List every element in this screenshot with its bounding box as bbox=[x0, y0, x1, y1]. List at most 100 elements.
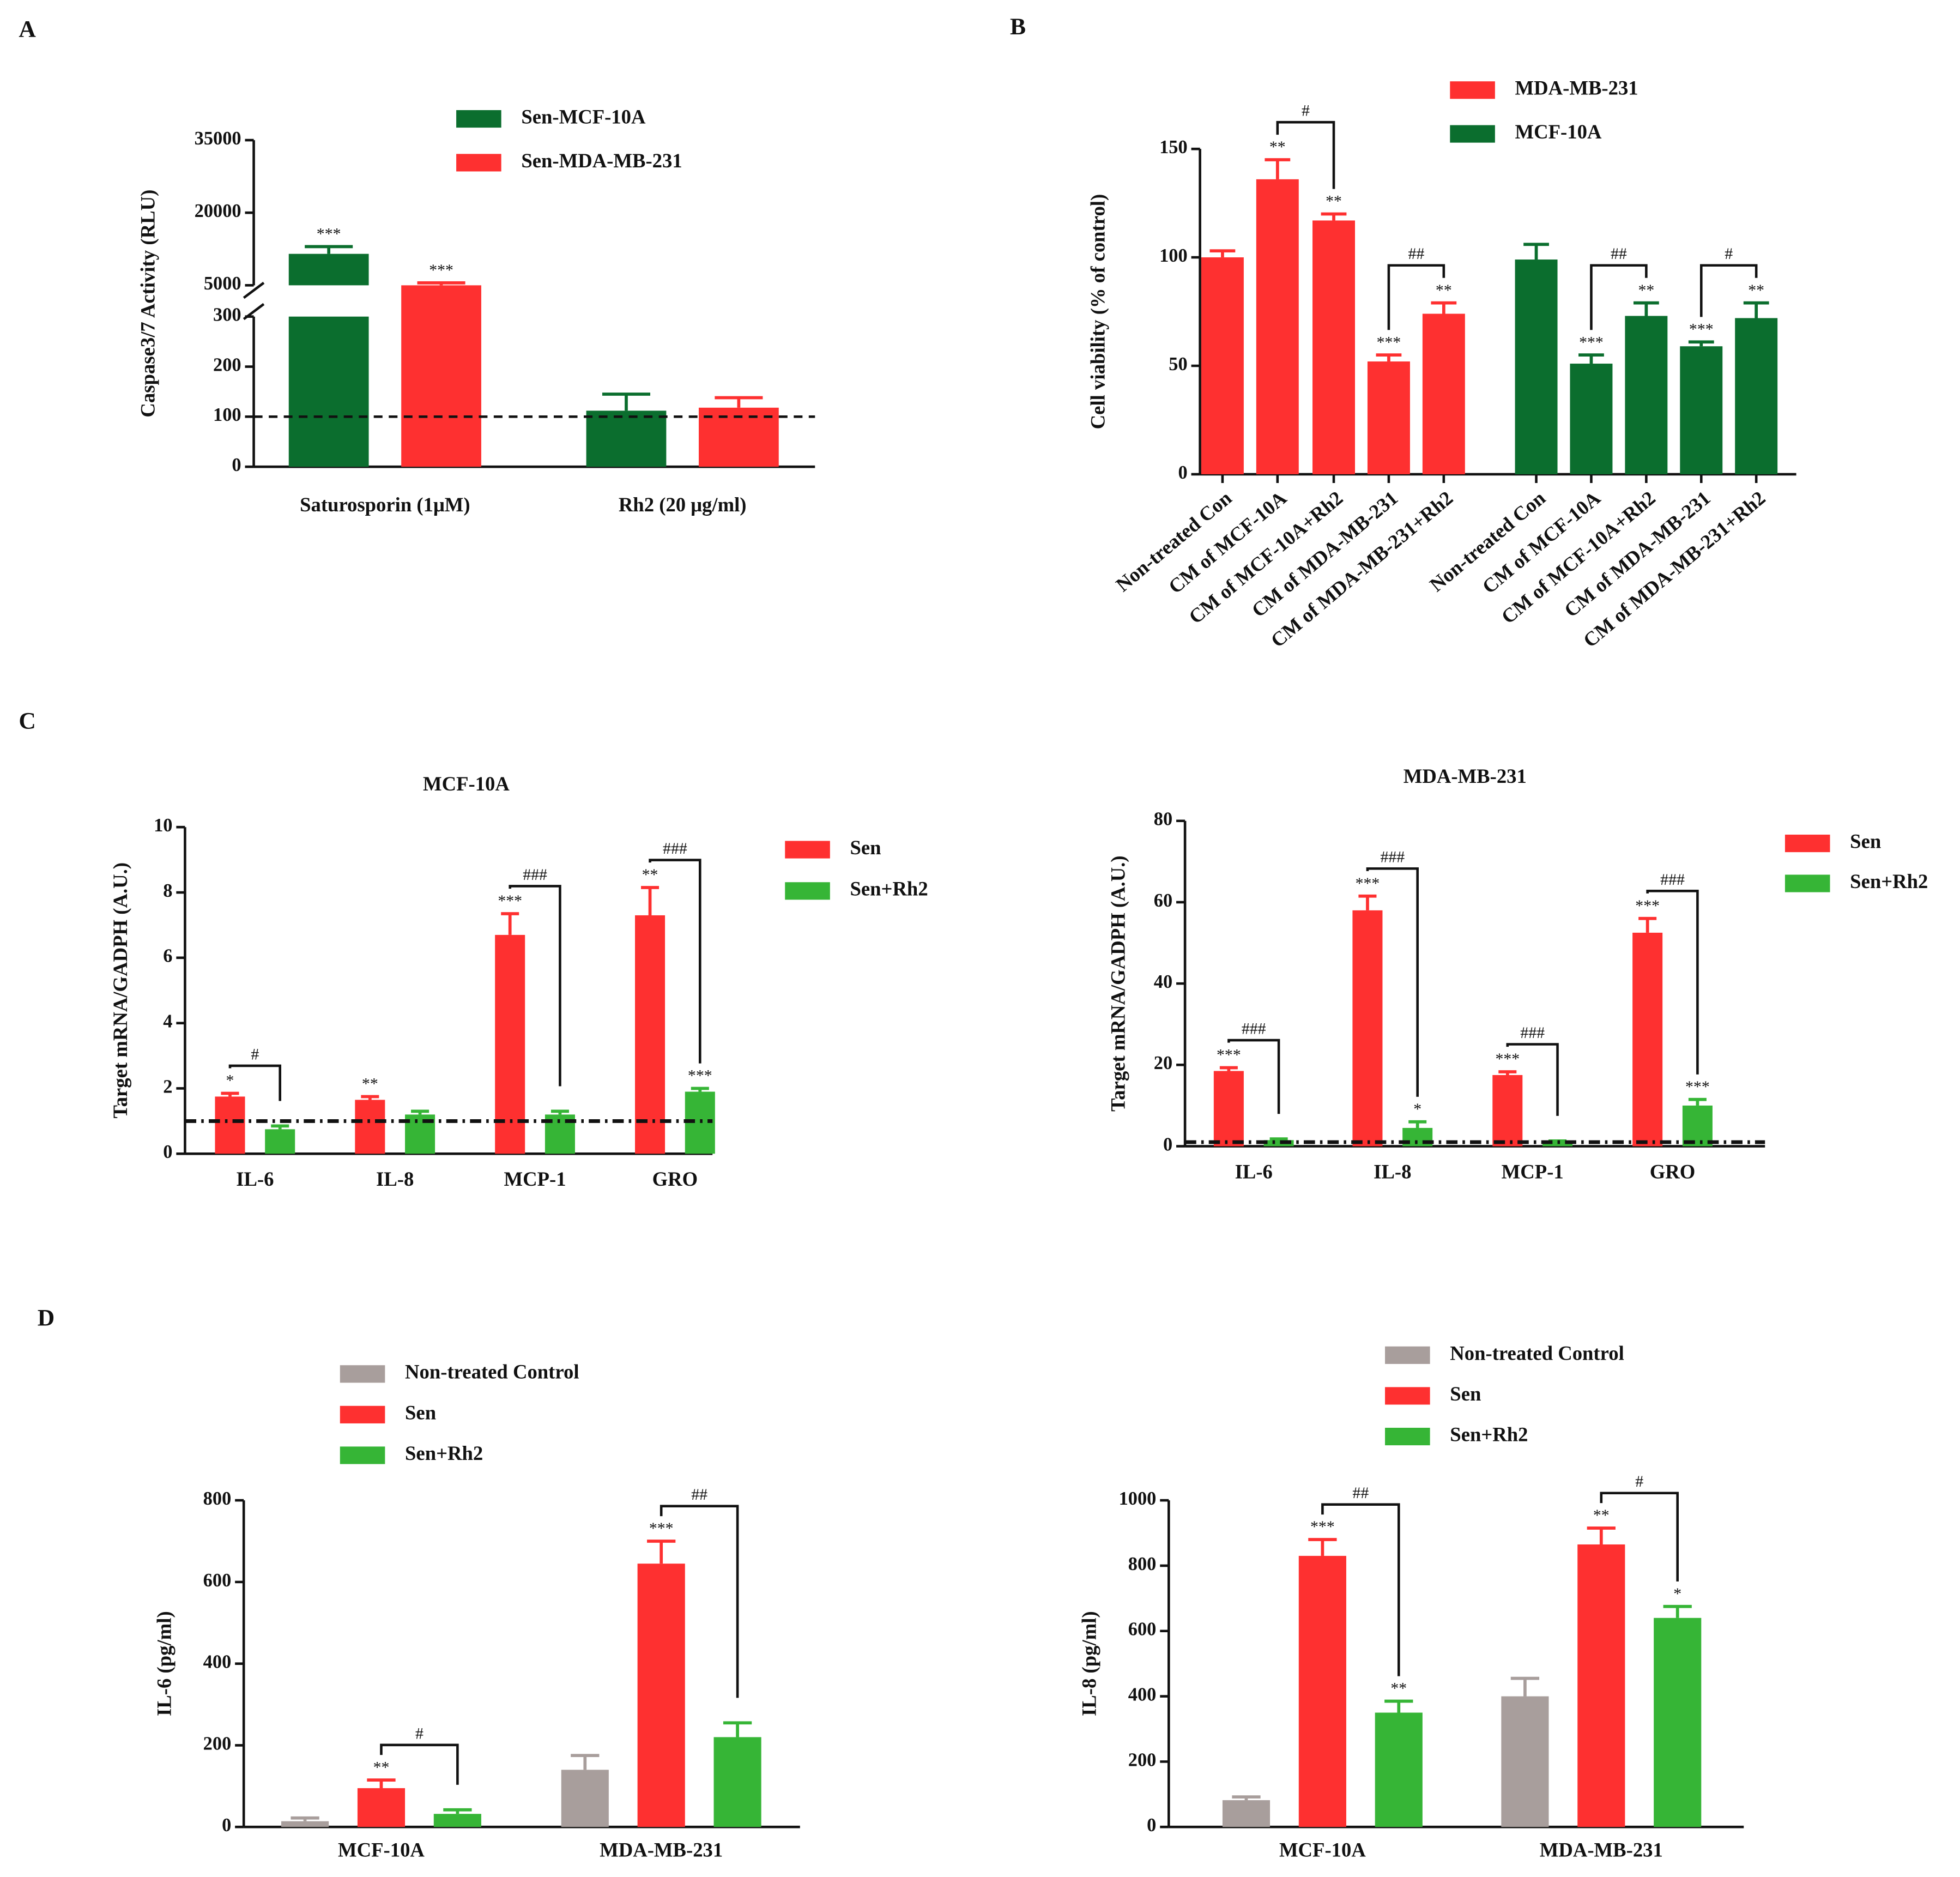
y-tick-label: 150 bbox=[1159, 137, 1188, 158]
bar bbox=[1213, 1071, 1244, 1146]
legend-label: MDA-MB-231 bbox=[1515, 77, 1638, 99]
bar bbox=[1263, 1140, 1294, 1146]
y-tick-label: 0 bbox=[232, 455, 241, 475]
y-tick-label: 1000 bbox=[1119, 1488, 1157, 1509]
bracket-label: ### bbox=[1380, 848, 1405, 866]
bar bbox=[1256, 179, 1299, 474]
bracket-label: ## bbox=[1352, 1484, 1369, 1502]
significance-bracket bbox=[1699, 264, 1758, 317]
panel-label: C bbox=[19, 708, 35, 734]
significance-label: *** bbox=[1685, 1078, 1710, 1096]
legend-swatch bbox=[1784, 834, 1830, 853]
bar bbox=[1492, 1075, 1523, 1146]
legend-label: Sen bbox=[1450, 1383, 1481, 1405]
bar bbox=[635, 915, 666, 1154]
y-axis-label: Target mRNA/GADPH (A.U.) bbox=[109, 862, 131, 1119]
legend-swatch bbox=[1385, 1387, 1430, 1405]
bar bbox=[401, 285, 481, 467]
x-tick-label: MCF-10A bbox=[338, 1839, 425, 1861]
bracket-label: # bbox=[1725, 245, 1733, 263]
bracket-label: # bbox=[1302, 102, 1310, 120]
significance-label: ** bbox=[642, 866, 658, 884]
bracket-label: ## bbox=[691, 1486, 707, 1504]
bar bbox=[357, 1788, 406, 1827]
bar bbox=[281, 1821, 329, 1827]
y-tick-label: 10 bbox=[154, 815, 172, 836]
legend-label: Sen-MCF-10A bbox=[521, 105, 646, 128]
significance-bracket bbox=[1387, 264, 1445, 330]
y-tick-label: 60 bbox=[1154, 890, 1172, 911]
legend-swatch bbox=[1385, 1427, 1430, 1446]
x-tick-label: IL-8 bbox=[1374, 1160, 1411, 1182]
y-tick-label: 35000 bbox=[195, 128, 241, 149]
y-tick-label: 80 bbox=[1154, 809, 1172, 830]
legend-label: Sen+Rh2 bbox=[405, 1442, 483, 1464]
significance-bracket bbox=[380, 1743, 459, 1785]
bar bbox=[1682, 1105, 1713, 1146]
legend-swatch bbox=[340, 1365, 385, 1383]
significance-label: ** bbox=[1436, 281, 1452, 299]
bracket-label: # bbox=[1635, 1472, 1643, 1490]
legend-label: Non-treated Control bbox=[405, 1361, 579, 1383]
y-tick-label: 600 bbox=[1128, 1619, 1157, 1640]
bar bbox=[1312, 220, 1356, 474]
x-tick-label: Saturosporin (1μM) bbox=[300, 493, 470, 516]
significance-label: * bbox=[1413, 1100, 1421, 1118]
significance-bracket bbox=[509, 885, 561, 1087]
significance-bracket bbox=[1600, 1492, 1679, 1582]
bar bbox=[561, 1770, 609, 1827]
y-tick-label: 0 bbox=[163, 1142, 172, 1162]
bracket-label: ### bbox=[663, 840, 687, 858]
y-tick-label: 2 bbox=[163, 1076, 172, 1097]
chart-title: MCF-10A bbox=[423, 772, 510, 795]
legend-label: Sen bbox=[405, 1401, 436, 1423]
y-tick-label: 0 bbox=[222, 1815, 231, 1836]
legend-swatch bbox=[1450, 125, 1495, 143]
bracket-label: ### bbox=[523, 866, 547, 884]
panel-label: A bbox=[19, 16, 36, 42]
bar bbox=[1654, 1618, 1702, 1827]
legend-swatch bbox=[456, 110, 501, 128]
y-tick-label: 100 bbox=[1159, 245, 1188, 266]
significance-bracket bbox=[228, 1064, 282, 1101]
y-tick-label: 300 bbox=[213, 305, 241, 325]
y-tick-label: 100 bbox=[213, 405, 241, 425]
bar bbox=[288, 316, 369, 467]
bar bbox=[355, 1100, 385, 1154]
y-tick-label: 400 bbox=[203, 1652, 232, 1673]
significance-label: *** bbox=[1579, 333, 1604, 351]
bar bbox=[1422, 313, 1465, 474]
legend-label: Non-treated Control bbox=[1450, 1342, 1624, 1364]
bar bbox=[215, 1096, 245, 1154]
significance-bracket bbox=[1321, 1503, 1400, 1676]
significance-bracket bbox=[1506, 1043, 1559, 1116]
x-tick-label: IL-8 bbox=[376, 1168, 414, 1190]
bracket-label: ### bbox=[1520, 1024, 1545, 1042]
y-tick-label: 8 bbox=[163, 880, 172, 901]
bar bbox=[495, 934, 525, 1154]
y-tick-label: 800 bbox=[203, 1488, 232, 1509]
significance-label: ** bbox=[1593, 1506, 1610, 1524]
y-tick-label: 4 bbox=[163, 1011, 172, 1032]
y-tick-label: 600 bbox=[203, 1570, 232, 1591]
x-tick-label: Rh2 (20 μg/ml) bbox=[619, 493, 747, 516]
panel-label: D bbox=[38, 1305, 55, 1331]
significance-label: *** bbox=[498, 892, 522, 910]
legend-swatch bbox=[456, 154, 501, 172]
y-axis-label: IL-8 (pg/ml) bbox=[1078, 1611, 1100, 1716]
significance-bracket bbox=[1590, 264, 1648, 330]
significance-bracket bbox=[1276, 120, 1335, 189]
significance-label: ** bbox=[1269, 138, 1286, 156]
legend-label: Sen bbox=[850, 836, 881, 859]
significance-label: *** bbox=[1495, 1050, 1520, 1068]
bar bbox=[1570, 364, 1613, 474]
bar bbox=[1735, 318, 1778, 474]
significance-label: * bbox=[1673, 1585, 1681, 1603]
x-tick-label: MCP-1 bbox=[504, 1168, 566, 1190]
bar bbox=[1577, 1544, 1625, 1827]
y-tick-label: 0 bbox=[1178, 462, 1188, 483]
significance-bracket bbox=[1646, 889, 1699, 1075]
significance-label: * bbox=[226, 1072, 234, 1090]
bar bbox=[1625, 316, 1668, 474]
bar bbox=[1222, 1800, 1271, 1827]
